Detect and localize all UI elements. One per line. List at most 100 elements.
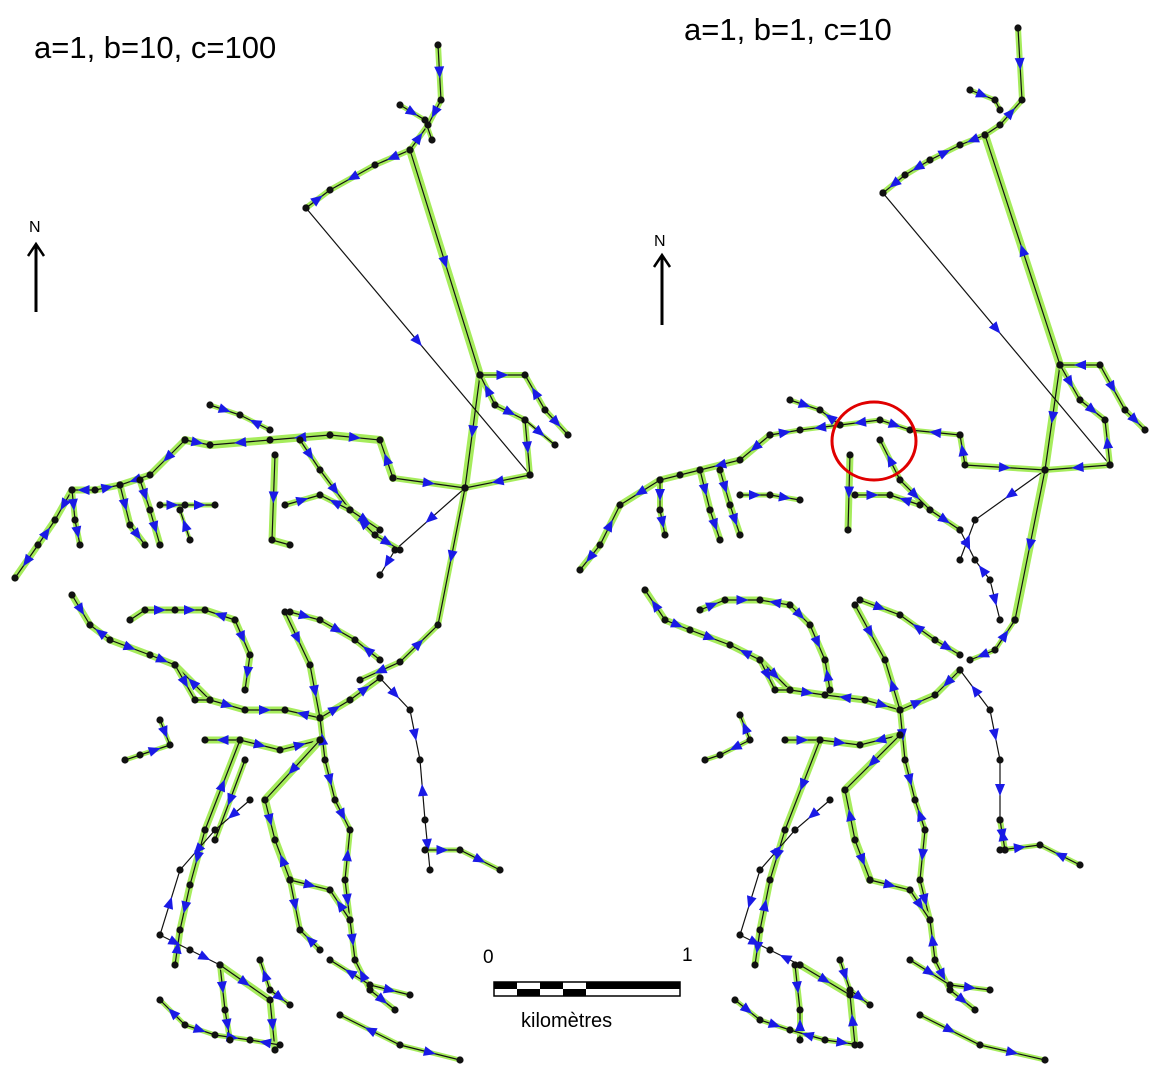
right-flow-arrow-4: [912, 160, 926, 171]
left-node-127: [236, 736, 244, 744]
right-node-88: [806, 621, 814, 629]
right-flow-arrow-70: [889, 679, 900, 693]
left-flow-arrow-38: [357, 512, 370, 524]
left-node-107: [166, 741, 174, 749]
left-node-87: [346, 696, 354, 704]
left-flow-arrow-119: [259, 1038, 272, 1049]
right-node-100: [786, 686, 794, 694]
right-flow-arrow-87: [855, 852, 866, 866]
right-flow-arrow-93: [912, 897, 924, 910]
left-flow-arrow-43: [60, 497, 71, 511]
left-node-124: [261, 796, 269, 804]
left-flow-arrow-121: [422, 1046, 436, 1056]
left-flow-arrow-67: [214, 612, 228, 622]
right-node-68: [656, 506, 664, 514]
right-flow-edge-22: [851, 601, 904, 714]
left-flow-arrow-76: [158, 725, 168, 739]
right-node-166: [956, 526, 964, 534]
left-flow-arrow-102: [408, 728, 419, 741]
left-node-73: [156, 501, 164, 509]
right-flow-arrow-96: [995, 784, 1005, 796]
right-node-149: [796, 961, 804, 969]
right-flow-arrow-85: [868, 754, 881, 767]
right-node-116: [946, 986, 954, 994]
right-flow-arrow-44: [698, 482, 709, 496]
right-node-69: [661, 531, 669, 539]
left-node-57: [146, 471, 154, 479]
right-flow-arrow-79: [917, 809, 927, 823]
left-flow-arrow-124: [262, 969, 272, 983]
right-node-136: [1001, 846, 1009, 854]
left-node-51: [286, 541, 294, 549]
left-link-28: [319, 717, 396, 1011]
left-node-158: [266, 996, 274, 1004]
left-node-168: [326, 956, 334, 964]
left-node-167: [456, 1056, 464, 1064]
right-node-144: [766, 946, 774, 954]
right-node-29: [1101, 416, 1109, 424]
right-flow-arrow-21: [1071, 462, 1084, 473]
left-flow-arrow-18: [484, 384, 495, 398]
right-flow-arrow-61: [736, 595, 749, 605]
left-flow-arrow-17: [548, 414, 561, 427]
left-flow-arrow-60: [220, 698, 234, 709]
right-flow-arrow-48: [749, 490, 761, 500]
right-link-11: [879, 439, 961, 531]
right-node-169: [996, 616, 1004, 624]
right-node-56: [676, 471, 684, 479]
right-node-41: [786, 396, 794, 404]
left-node-164: [276, 1041, 284, 1049]
left-node-155: [221, 1006, 229, 1014]
right-flow-arrow-109: [848, 1014, 859, 1027]
right-flow-arrow-113: [835, 1036, 849, 1047]
right-node-10: [996, 106, 1004, 114]
left-node-23: [521, 371, 529, 379]
left-flow-arrow-125: [272, 989, 285, 1002]
left-node-90: [141, 606, 149, 614]
left-flow-edge-40: [337, 1012, 463, 1063]
right-flow-arrow-121: [978, 565, 991, 578]
right-flow-arrow-82: [928, 934, 939, 947]
left-node-42: [236, 411, 244, 419]
right-node-98: [756, 656, 764, 664]
right-flow-edge-28: [751, 736, 824, 969]
right-node-67: [656, 476, 664, 484]
right-node-132: [996, 756, 1004, 764]
right-flow-arrow-69: [862, 624, 873, 638]
left-flow-arrow-77: [147, 747, 161, 757]
left-flow-arrow-22: [491, 475, 505, 486]
left-node-5: [326, 186, 334, 194]
right-node-148: [796, 1036, 804, 1044]
left-node-151: [156, 931, 164, 939]
left-node-109: [121, 756, 129, 764]
left-flow-edge-29: [261, 736, 324, 884]
left-node-93: [231, 616, 239, 624]
right-node-73: [641, 586, 649, 594]
right-flow-arrow-98: [996, 828, 1007, 841]
left-node-70: [68, 486, 76, 494]
left-flow-arrow-0: [434, 66, 445, 79]
right-node-86: [756, 596, 764, 604]
right-node-154: [786, 1026, 794, 1034]
right-flow-arrows: [586, 57, 1140, 1057]
right-node-92: [896, 611, 904, 619]
left-node-25: [564, 431, 572, 439]
right-node-153: [756, 1016, 764, 1024]
scale-start-label: 0: [483, 947, 494, 968]
left-flow-arrow-31: [302, 447, 314, 460]
left-node-16: [356, 676, 364, 684]
right-node-25: [1121, 406, 1129, 414]
left-flow-arrow-74: [308, 684, 319, 698]
left-node-156: [226, 1036, 234, 1044]
right-flow-edge-11: [877, 437, 963, 533]
right-flow-arrow-20: [1103, 436, 1114, 450]
right-node-96: [881, 656, 889, 664]
right-node-31: [1106, 461, 1114, 469]
left-node-132: [241, 756, 249, 764]
left-flow-arrow-112: [216, 980, 227, 994]
right-nodes: [576, 24, 1149, 1064]
left-node-85: [281, 706, 289, 714]
left-node-64: [136, 476, 144, 484]
highlight-circle: [830, 400, 918, 482]
left-flow-arrow-92: [215, 779, 225, 793]
